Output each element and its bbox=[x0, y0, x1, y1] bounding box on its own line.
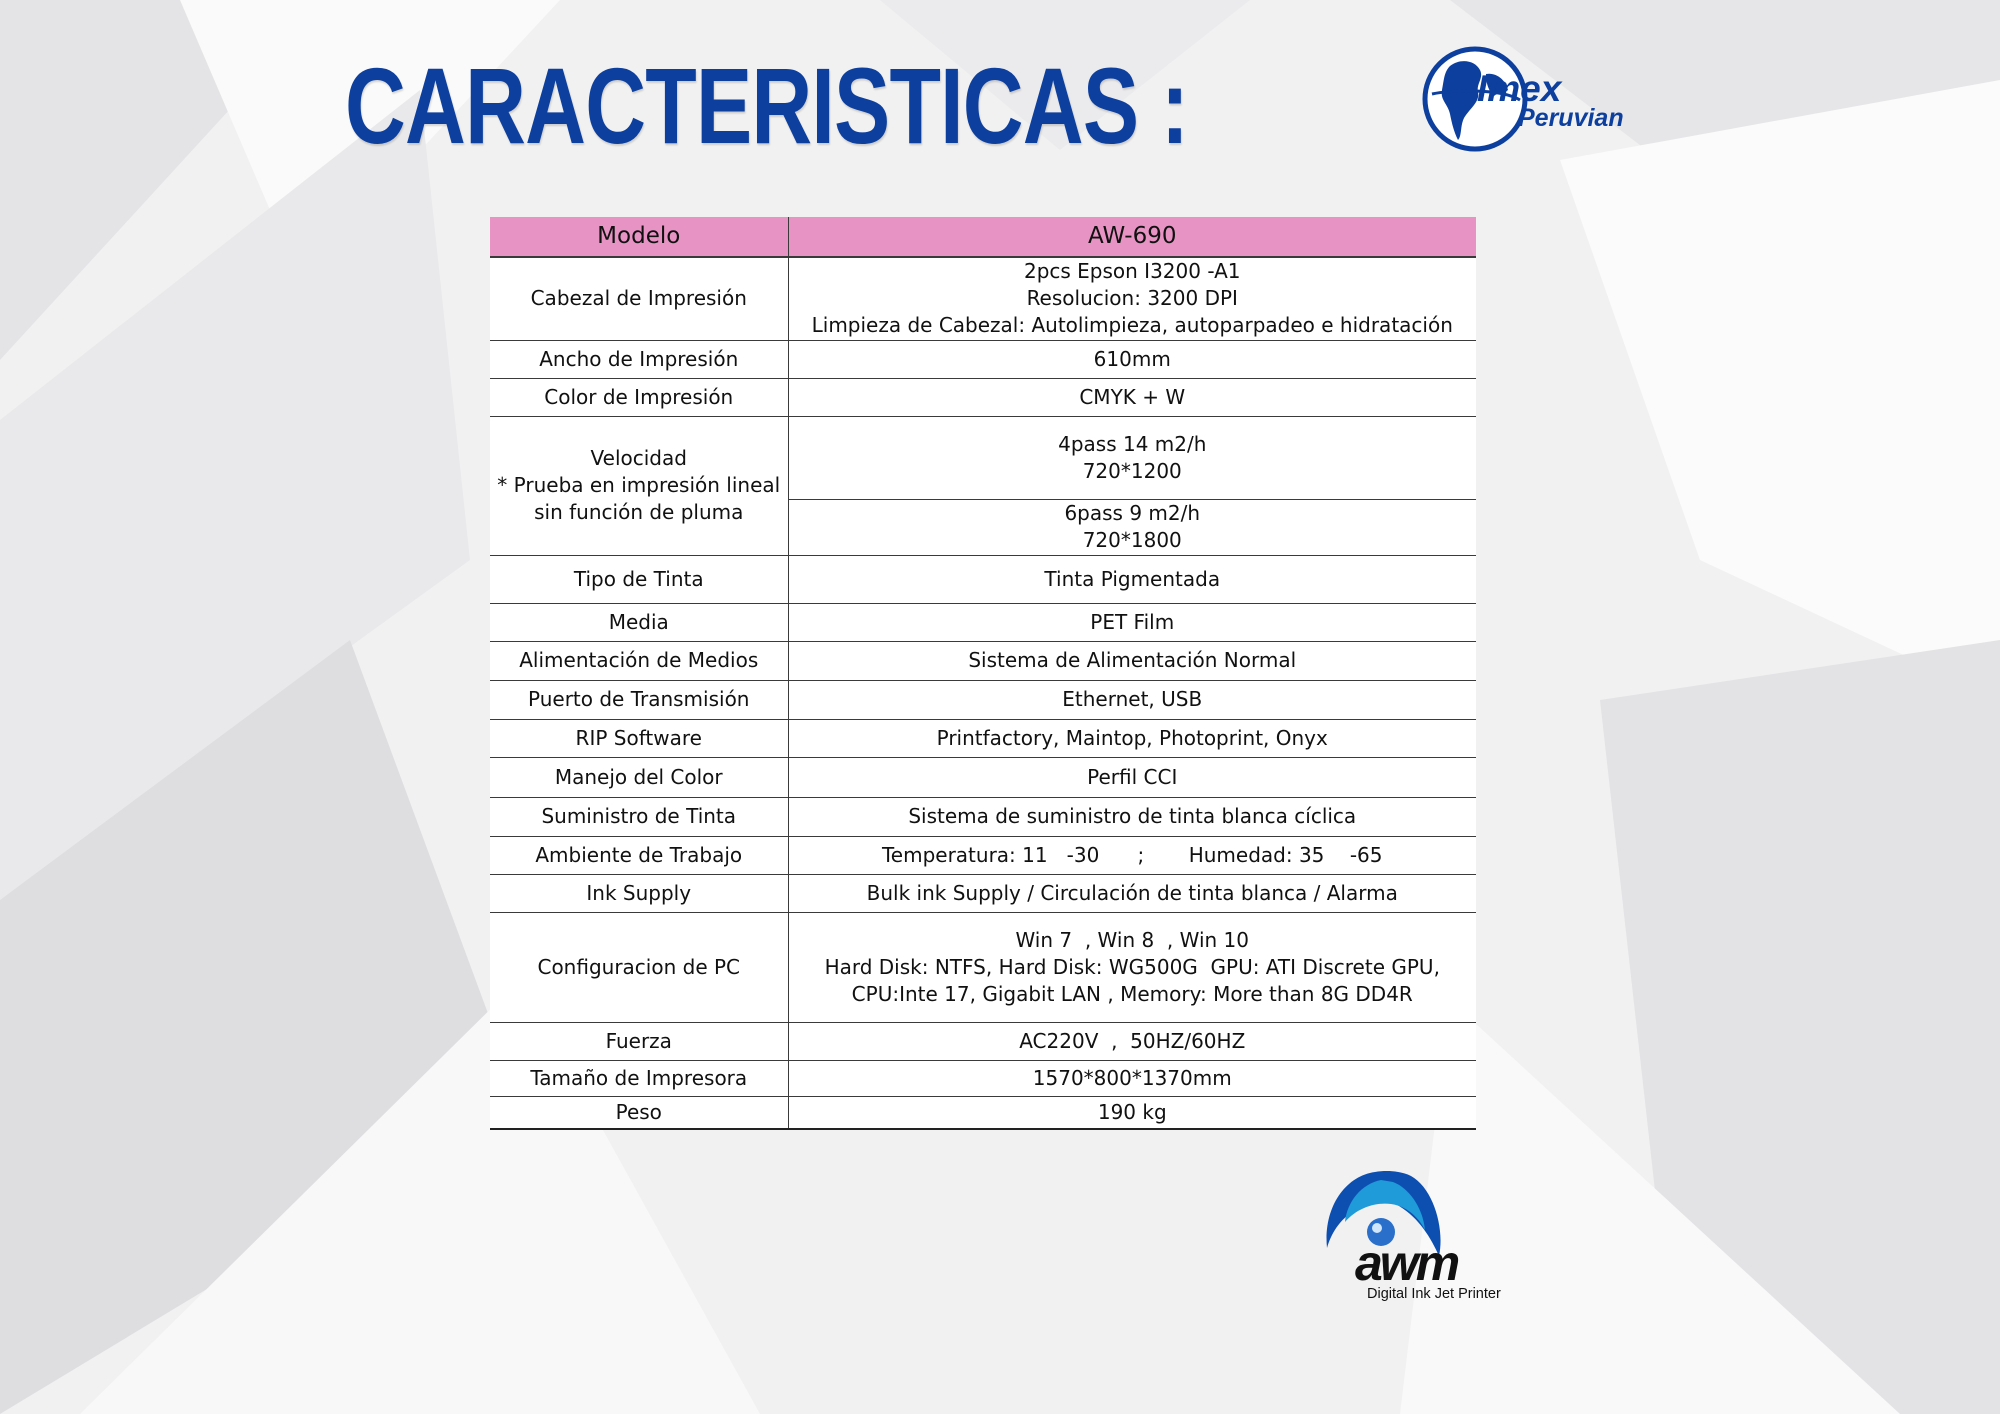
row-label: Ambiente de Trabajo bbox=[490, 836, 789, 875]
row-value: 190 kg bbox=[788, 1096, 1476, 1130]
value-line: Limpieza de Cabezal: Autolimpieza, autop… bbox=[811, 313, 1453, 338]
imex-wordmark: Imex bbox=[1477, 68, 1562, 109]
table-row: Tipo de Tinta Tinta Pigmentada bbox=[490, 555, 1476, 604]
table-row: Configuracion de PC Win 7 , Win 8 , Win … bbox=[490, 912, 1476, 1023]
awm-tagline: Digital Ink Jet Printer bbox=[1367, 1286, 1501, 1302]
row-label: RIP Software bbox=[490, 719, 789, 758]
table-row: Tamaño de Impresora 1570*800*1370mm bbox=[490, 1060, 1476, 1097]
peruvian-wordmark: Peruvian bbox=[1518, 104, 1624, 132]
header-model-cell: AW-690 bbox=[788, 217, 1476, 258]
row-value: Temperatura: 11 -30 ; Humedad: 35 -65 bbox=[788, 836, 1476, 875]
row-label: Manejo del Color bbox=[490, 757, 789, 798]
awm-mark-icon: awm bbox=[1326, 1171, 1462, 1291]
awm-logo: awm Digital Ink Jet Printer bbox=[1315, 1168, 1525, 1308]
row-value: 1570*800*1370mm bbox=[788, 1060, 1476, 1097]
row-value: 6pass 9 m2/h 720*1800 bbox=[788, 499, 1476, 556]
row-label: Peso bbox=[490, 1096, 789, 1130]
row-value: Printfactory, Maintop, Photoprint, Onyx bbox=[788, 719, 1476, 758]
table-row: Fuerza AC220V , 50HZ/60HZ bbox=[490, 1022, 1476, 1061]
table-header-row: Modelo AW-690 bbox=[490, 217, 1476, 258]
row-label-velocidad: Velocidad * Prueba en impresión lineal s… bbox=[490, 416, 789, 556]
row-value: Win 7 , Win 8 , Win 10 Hard Disk: NTFS, … bbox=[788, 912, 1476, 1023]
row-value: Bulk ink Supply / Circulación de tinta b… bbox=[788, 874, 1476, 913]
row-label: Suministro de Tinta bbox=[490, 797, 789, 837]
table-row: Manejo del Color Perfil CCI bbox=[490, 757, 1476, 798]
row-value: Ethernet, USB bbox=[788, 680, 1476, 720]
globe-icon bbox=[1422, 46, 1528, 152]
value-line: 4pass 14 m2/h bbox=[1058, 431, 1207, 456]
row-label: Fuerza bbox=[490, 1022, 789, 1061]
table-row: Alimentación de Medios Sistema de Alimen… bbox=[490, 641, 1476, 681]
row-value: CMYK + W bbox=[788, 378, 1476, 417]
table-row: Cabezal de Impresión 2pcs Epson I3200 -A… bbox=[490, 257, 1476, 341]
header-label-cell: Modelo bbox=[490, 217, 789, 258]
row-value: 2pcs Epson I3200 -A1 Resolucion: 3200 DP… bbox=[788, 257, 1476, 341]
value-line: CPU:Inte 17, Gigabit LAN , Memory: More … bbox=[851, 981, 1413, 1006]
row-value: Sistema de Alimentación Normal bbox=[788, 641, 1476, 681]
row-label: Alimentación de Medios bbox=[490, 641, 789, 681]
table-row: 6pass 9 m2/h 720*1800 bbox=[490, 499, 1476, 556]
table-row: Ambiente de Trabajo Temperatura: 11 -30 … bbox=[490, 836, 1476, 875]
value-line: Win 7 , Win 8 , Win 10 bbox=[1015, 927, 1250, 952]
row-label: Tipo de Tinta bbox=[490, 555, 789, 604]
value-line: Hard Disk: NTFS, Hard Disk: WG500G GPU: … bbox=[824, 954, 1440, 979]
value-line: 720*1200 bbox=[1082, 458, 1182, 483]
page-title: CARACTERISTICAS : bbox=[345, 45, 1189, 166]
row-value: Sistema de suministro de tinta blanca cí… bbox=[788, 797, 1476, 837]
row-label: Media bbox=[490, 603, 789, 642]
value-line: 6pass 9 m2/h bbox=[1064, 501, 1201, 525]
label-line: sin función de pluma bbox=[534, 500, 744, 524]
value-line: 2pcs Epson I3200 -A1 bbox=[1023, 259, 1241, 284]
label-line: Velocidad bbox=[590, 446, 687, 470]
row-value: Perfil CCI bbox=[788, 757, 1476, 798]
table-row: Velocidad * Prueba en impresión lineal s… bbox=[490, 416, 1476, 556]
imex-peruvian-logo: Imex Peruvian bbox=[1420, 44, 1645, 156]
row-label: Ancho de Impresión bbox=[490, 340, 789, 379]
row-value: 4pass 14 m2/h 720*1200 bbox=[788, 416, 1476, 500]
row-value: 610mm bbox=[788, 340, 1476, 379]
value-line: 720*1800 bbox=[1082, 528, 1182, 552]
label-line: * Prueba en impresión lineal bbox=[497, 473, 781, 497]
row-label: Color de Impresión bbox=[490, 378, 789, 417]
row-label: Tamaño de Impresora bbox=[490, 1060, 789, 1097]
row-label: Puerto de Transmisión bbox=[490, 680, 789, 720]
table-row: Media PET Film bbox=[490, 603, 1476, 642]
row-value: PET Film bbox=[788, 603, 1476, 642]
table-row: Ink Supply Bulk ink Supply / Circulación… bbox=[490, 874, 1476, 913]
table-row: Color de Impresión CMYK + W bbox=[490, 378, 1476, 417]
table-row: Peso 190 kg bbox=[490, 1096, 1476, 1130]
row-label: Configuracion de PC bbox=[490, 912, 789, 1023]
row-label: Ink Supply bbox=[490, 874, 789, 913]
table-row: Ancho de Impresión 610mm bbox=[490, 340, 1476, 379]
spec-table: Modelo AW-690 Cabezal de Impresión 2pcs … bbox=[490, 217, 1476, 1130]
value-line: Resolucion: 3200 DPI bbox=[1026, 286, 1238, 311]
table-row: Suministro de Tinta Sistema de suministr… bbox=[490, 797, 1476, 837]
row-value: AC220V , 50HZ/60HZ bbox=[788, 1022, 1476, 1061]
table-row: RIP Software Printfactory, Maintop, Phot… bbox=[490, 719, 1476, 758]
row-value: Tinta Pigmentada bbox=[788, 555, 1476, 604]
row-label: Cabezal de Impresión bbox=[490, 257, 789, 341]
svg-text:awm: awm bbox=[1355, 1235, 1459, 1288]
table-row: Puerto de Transmisión Ethernet, USB bbox=[490, 680, 1476, 720]
